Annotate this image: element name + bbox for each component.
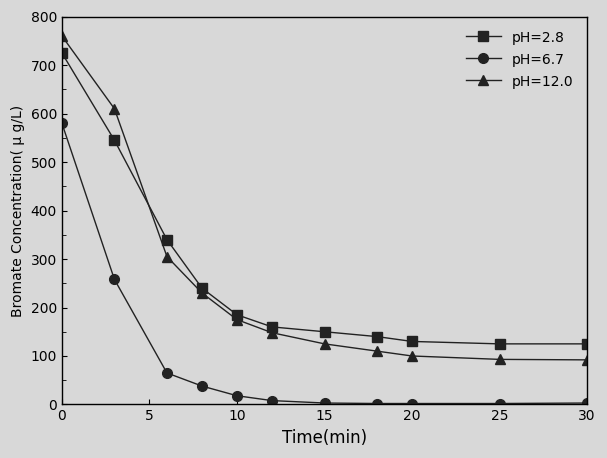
pH=12.0 (409, 353, 416, 359)
pH=6.7 (496, 401, 503, 406)
pH=12.0 (111, 106, 118, 111)
pH=12.0 (496, 357, 503, 362)
pH=12.0 (233, 317, 240, 322)
pH=6.7 (268, 398, 276, 403)
Line: pH=6.7: pH=6.7 (57, 119, 592, 409)
pH=6.7 (111, 277, 118, 282)
pH=2.8 (583, 341, 591, 347)
pH=2.8 (373, 334, 381, 339)
pH=12.0 (373, 349, 381, 354)
pH=6.7 (409, 401, 416, 406)
pH=6.7 (583, 400, 591, 406)
pH=12.0 (198, 290, 206, 296)
pH=6.7 (58, 120, 66, 126)
pH=6.7 (163, 370, 171, 376)
pH=12.0 (163, 254, 171, 259)
pH=2.8 (198, 285, 206, 291)
pH=6.7 (373, 401, 381, 406)
Line: pH=2.8: pH=2.8 (57, 48, 592, 349)
pH=2.8 (233, 312, 240, 317)
pH=12.0 (583, 357, 591, 363)
pH=12.0 (321, 341, 328, 347)
pH=6.7 (198, 383, 206, 389)
pH=2.8 (268, 324, 276, 330)
pH=2.8 (111, 137, 118, 143)
pH=12.0 (268, 330, 276, 335)
pH=6.7 (233, 393, 240, 398)
pH=2.8 (409, 339, 416, 344)
pH=2.8 (321, 329, 328, 334)
pH=6.7 (321, 400, 328, 406)
Legend: pH=2.8, pH=6.7, pH=12.0: pH=2.8, pH=6.7, pH=12.0 (459, 23, 580, 96)
pH=12.0 (58, 33, 66, 39)
Y-axis label: Bromate Concentration( μ g/L): Bromate Concentration( μ g/L) (11, 104, 25, 316)
pH=2.8 (58, 50, 66, 56)
X-axis label: Time(min): Time(min) (282, 429, 367, 447)
pH=2.8 (496, 341, 503, 347)
Line: pH=12.0: pH=12.0 (57, 31, 592, 365)
pH=2.8 (163, 237, 171, 242)
